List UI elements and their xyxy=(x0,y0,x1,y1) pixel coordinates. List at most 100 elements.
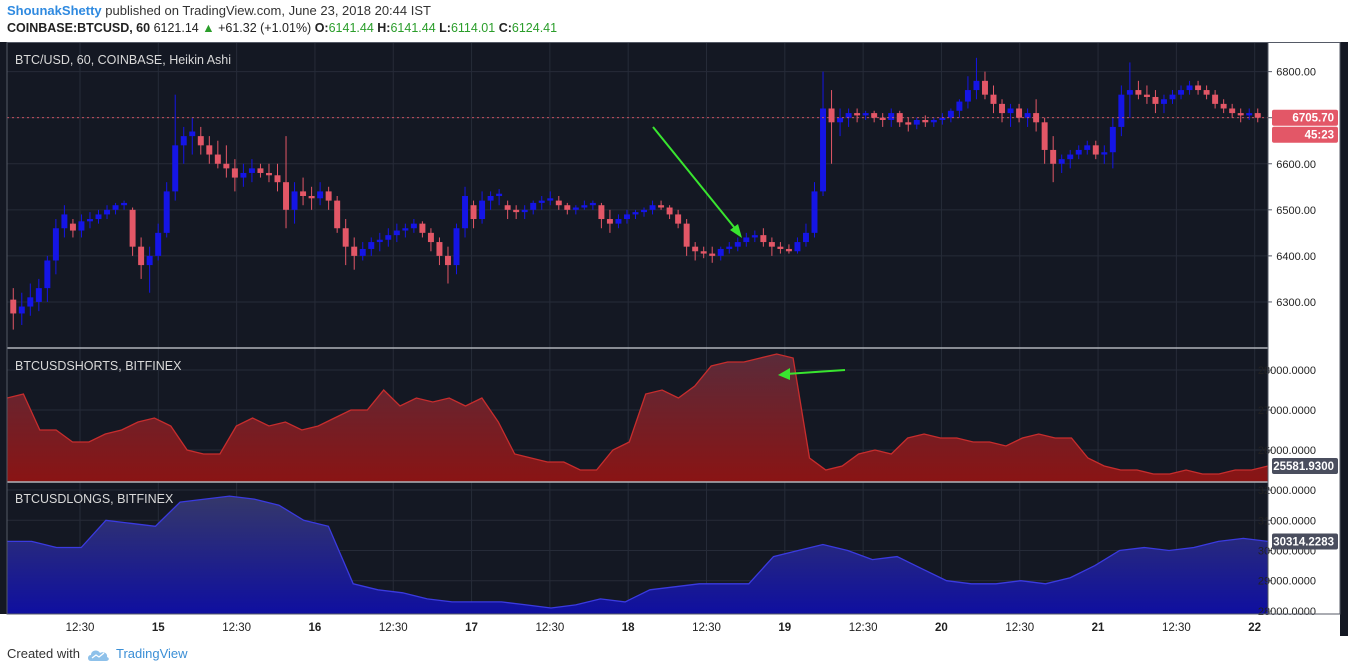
candle-body xyxy=(521,209,528,213)
candle-body xyxy=(86,219,93,222)
candle-body xyxy=(1109,126,1116,153)
candle-body xyxy=(342,228,349,247)
candle-body xyxy=(922,120,929,123)
candle-body xyxy=(973,80,980,91)
candle-body xyxy=(692,246,699,252)
low-value: 6114.01 xyxy=(450,21,496,35)
candle-body xyxy=(615,219,622,224)
y-tick-label: 6300.00 xyxy=(1276,297,1316,309)
publish-line: ShounakShetty published on TradingView.c… xyxy=(7,3,431,18)
candle-body xyxy=(444,255,451,266)
time-axis-background xyxy=(0,614,1340,636)
candle-body xyxy=(223,163,230,169)
candle-body xyxy=(308,196,315,199)
candle-body xyxy=(581,205,588,208)
candle-body xyxy=(1024,113,1031,118)
candle-body xyxy=(785,248,792,252)
candle-body xyxy=(1237,113,1244,116)
candle-body xyxy=(1254,113,1261,118)
annotation-arrow-price[interactable] xyxy=(652,126,739,233)
candle-body xyxy=(999,103,1006,114)
candle-body xyxy=(163,191,170,233)
symbol-label: COINBASE:BTCUSD, 60 xyxy=(7,21,151,35)
x-tick-label: 12:30 xyxy=(692,622,721,634)
candle-body xyxy=(1220,103,1227,109)
annotation-arrowhead-shorts xyxy=(778,368,790,380)
candle-body xyxy=(981,80,988,95)
candle-body xyxy=(189,131,196,137)
annotation-arrow-shorts[interactable] xyxy=(785,369,846,375)
candle-body xyxy=(402,228,409,231)
y-tick-label: 31000.0000 xyxy=(1258,515,1316,527)
candle-body xyxy=(751,235,758,238)
candle-body xyxy=(530,202,537,210)
candle-body xyxy=(1041,122,1048,150)
candle-body xyxy=(572,207,579,210)
longs-last-badge xyxy=(1272,533,1338,550)
candle-body xyxy=(589,202,596,206)
candle-body xyxy=(623,214,630,220)
tradingview-link[interactable]: TradingView xyxy=(115,646,188,661)
candle-body xyxy=(871,113,878,118)
candle-body xyxy=(1246,113,1253,116)
candle-body xyxy=(129,209,136,247)
change-arrow-icon: ▲ xyxy=(202,21,215,35)
x-tick-label: 17 xyxy=(465,622,478,634)
last-price: 6121.14 xyxy=(153,21,199,35)
candle-body xyxy=(538,200,545,203)
candle-body xyxy=(896,113,903,123)
candle-body xyxy=(291,191,298,210)
open-label: O: xyxy=(314,21,329,35)
candle-body xyxy=(1067,154,1074,160)
candle-body xyxy=(78,221,85,231)
candle-body xyxy=(479,200,486,220)
candle-body xyxy=(155,232,162,256)
longs-series-line xyxy=(7,495,1268,609)
x-tick-label: 12:30 xyxy=(535,622,564,634)
x-tick-label: 22 xyxy=(1248,622,1261,634)
annotation-arrowhead-price xyxy=(730,224,742,238)
x-tick-label: 12:30 xyxy=(1005,622,1034,634)
longs-pane-title: BTCUSDLONGS, BITFINEX xyxy=(15,492,174,506)
longs-last-badge-text: 30314.2283 xyxy=(1273,536,1334,548)
created-with-text: Created with xyxy=(7,646,80,661)
candle-body xyxy=(1212,94,1219,104)
candle-body xyxy=(905,122,912,125)
candle-body xyxy=(802,232,809,243)
x-tick-label: 12:30 xyxy=(849,622,878,634)
candle-body xyxy=(10,299,17,314)
candle-body xyxy=(410,223,417,229)
candle-body xyxy=(52,228,59,261)
candle-body xyxy=(632,212,639,215)
candle-body xyxy=(274,175,281,183)
tradingview-cloud-icon xyxy=(87,650,109,661)
candle-body xyxy=(734,242,741,247)
candle-body xyxy=(717,248,724,256)
last-price-badge xyxy=(1272,109,1338,126)
candle-body xyxy=(1007,108,1014,114)
candle-body xyxy=(845,113,852,118)
candle-body xyxy=(248,168,255,173)
candle-body xyxy=(487,196,494,201)
candle-body xyxy=(283,182,290,210)
candle-body xyxy=(44,260,51,289)
candle-body xyxy=(368,242,375,249)
countdown-badge xyxy=(1272,126,1338,143)
candle-body xyxy=(1075,149,1082,155)
candle-body xyxy=(939,117,946,120)
x-tick-label: 15 xyxy=(152,622,165,634)
candle-body xyxy=(231,168,238,178)
candle-body xyxy=(1118,94,1125,127)
chart-canvas[interactable]: 12:30 15 12:30 16 12:30 17 12:30 18 12:30 19 12:30… xyxy=(0,42,1348,636)
author-link[interactable]: ShounakShetty xyxy=(7,3,102,18)
candle-body xyxy=(104,209,111,215)
candle-body xyxy=(69,223,76,231)
candle-body xyxy=(1101,152,1108,155)
close-label: C: xyxy=(498,21,512,35)
candle-body xyxy=(27,297,34,307)
candle-body xyxy=(95,214,102,220)
candle-body xyxy=(376,239,383,243)
candle-body xyxy=(888,113,895,120)
candle-body xyxy=(334,200,341,229)
candle-body xyxy=(325,191,332,201)
